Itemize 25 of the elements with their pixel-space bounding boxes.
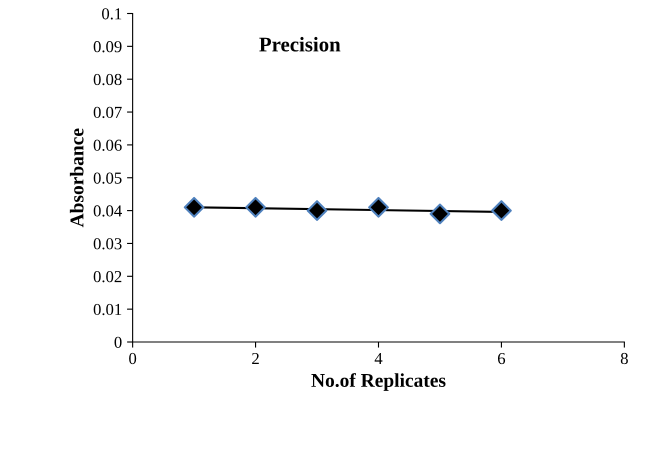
y-tick-label: 0.08 (94, 74, 122, 86)
y-tick-label: 0.1 (102, 8, 122, 20)
point (306, 200, 328, 221)
point (245, 196, 266, 218)
y-tick-label: 0.05 (94, 172, 122, 184)
point (430, 204, 450, 224)
y-tick-label: 0 (114, 336, 122, 348)
x-tick-label: 4 (374, 353, 382, 364)
point (491, 200, 512, 221)
x-axis-title: No.of Replicates (311, 373, 446, 391)
y-axis-title: Absorbance (70, 128, 84, 228)
y-tick-label: 0.01 (94, 304, 122, 316)
y-tick-label: 0.03 (94, 238, 122, 250)
y-tick-label: 0.04 (94, 205, 122, 217)
point (184, 196, 204, 218)
y-tick-label: 0.07 (94, 106, 122, 118)
y-tick-label: 0.06 (94, 140, 122, 151)
x-tick-label: 8 (620, 352, 628, 364)
x-tick-label: 6 (498, 352, 506, 364)
y-tick-label: 0.02 (94, 271, 122, 282)
x-tick-label: 2 (252, 352, 259, 364)
point (368, 196, 389, 218)
x-tick-label: 0 (129, 352, 136, 364)
y-tick-label: 0.09 (94, 41, 122, 52)
text: Precision (259, 36, 340, 52)
